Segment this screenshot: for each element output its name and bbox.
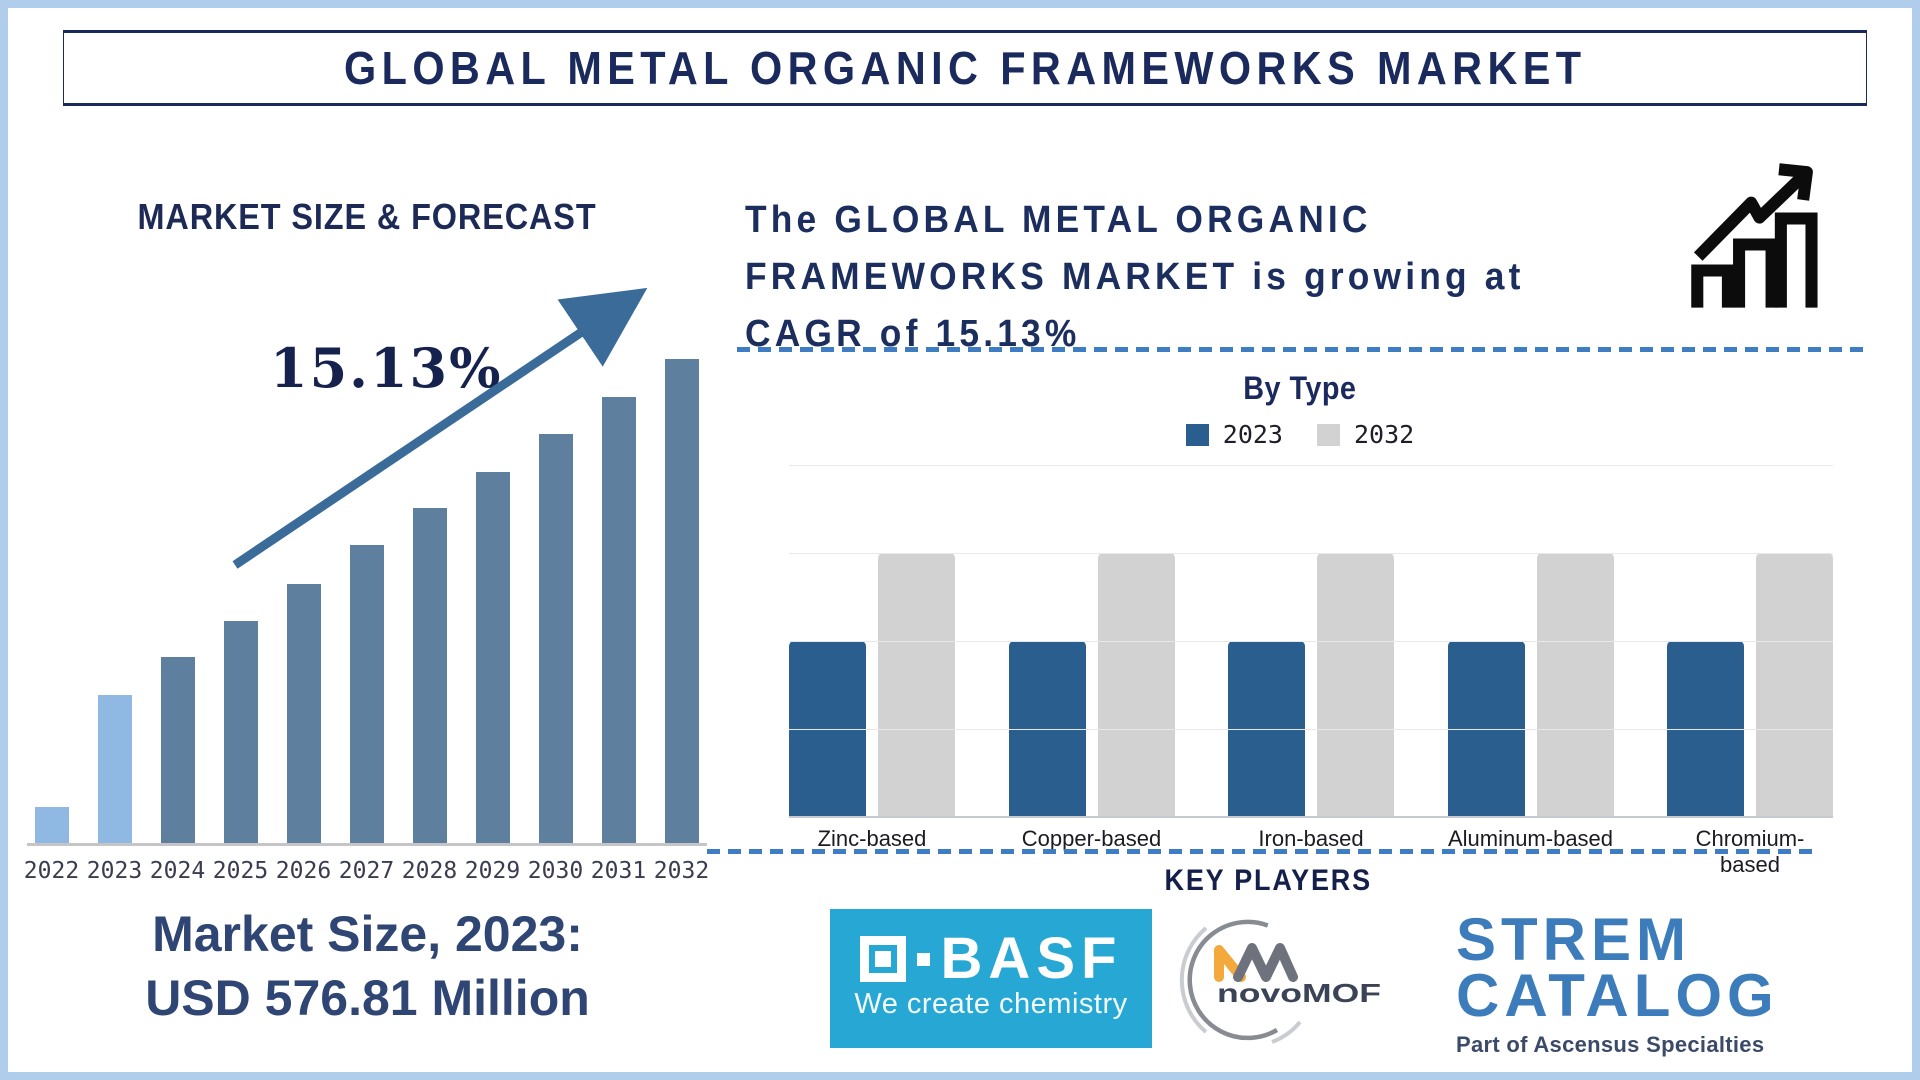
year-label-2029: 2029 — [464, 858, 521, 884]
year-label-2027: 2027 — [338, 858, 395, 884]
novomof-bottom-arc — [1271, 1020, 1302, 1044]
bar-2032-copper-based — [1097, 553, 1175, 817]
forecast-bar-2026 — [287, 584, 321, 844]
by-type-x-axis-line — [789, 816, 1833, 818]
bar-2032-zinc-based — [878, 553, 955, 817]
forecast-bar-2023 — [98, 695, 132, 844]
legend-item-2023: 2023 — [1185, 420, 1283, 449]
legend-swatch-2023 — [1185, 423, 1209, 446]
market-size-value: USD 576.81 Million — [145, 970, 590, 1026]
cagr-value: 15.13% — [270, 336, 503, 400]
dashed-divider-top — [737, 347, 1863, 352]
novomof-orange-zigzag — [1214, 945, 1246, 982]
year-label-2032: 2032 — [653, 858, 710, 884]
year-label-2022: 2022 — [23, 858, 80, 884]
forecast-bar-2031 — [602, 397, 636, 844]
by-type-title: By Type — [1243, 370, 1357, 406]
forecast-heading: MARKET SIZE & FORECAST — [137, 196, 597, 237]
basf-small-square-icon — [916, 952, 930, 966]
legend-item-2032: 2032 — [1317, 420, 1414, 449]
forecast-bar-2022 — [35, 807, 69, 844]
novomof-wordmark: novoMOF — [1217, 978, 1381, 1008]
forecast-bar-2030 — [539, 434, 573, 844]
year-label-2030: 2030 — [527, 858, 584, 884]
novomof-gray-zigzag — [1233, 943, 1298, 982]
market-size-label: Market Size, 2023: — [152, 906, 583, 962]
bar-group-chromium-based — [1667, 553, 1833, 817]
dashed-divider-bottom — [707, 849, 1813, 854]
basf-logo: BASF We create chemistry — [830, 909, 1152, 1048]
forecast-bar-2027 — [350, 545, 384, 844]
year-label-2028: 2028 — [401, 858, 458, 884]
year-label-2024: 2024 — [149, 858, 206, 884]
growth-chart-icon — [1691, 163, 1818, 308]
bar-2032-iron-based — [1317, 553, 1394, 817]
market-size-callout: Market Size, 2023: USD 576.81 Million — [35, 902, 700, 1030]
growth-statement-line1: The GLOBAL METAL ORGANIC — [745, 199, 1372, 241]
strem-logo: STREM CATALOG Part of Ascensus Specialti… — [1456, 906, 1816, 1058]
category-label-iron-based: Iron-based — [1258, 826, 1364, 851]
growth-statement-line2: FRAMEWORKS MARKET is growing at — [745, 256, 1525, 298]
year-label-2031: 2031 — [590, 858, 647, 884]
bar-group-iron-based — [1228, 553, 1394, 817]
bar-2032-chromium-based — [1756, 553, 1833, 817]
forecast-bar-2024 — [161, 657, 195, 844]
strem-wordmark-line2: CATALOG — [1456, 962, 1779, 1029]
basf-tagline: We create chemistry — [854, 988, 1128, 1020]
key-players-heading: KEY PLAYERS — [1164, 864, 1372, 897]
forecast-bar-2025 — [224, 621, 258, 844]
gridline — [789, 729, 1833, 730]
gridline — [789, 465, 1833, 466]
novomof-logo: novoMOF — [1179, 919, 1381, 1044]
basf-square-icon — [859, 936, 906, 982]
forecast-year-labels: 2022 2023 2024 2025 2026 2027 2028 2029 2030 2031… — [20, 858, 720, 884]
gridline — [789, 641, 1833, 642]
strem-tagline: Part of Ascensus Specialties — [1456, 1032, 1765, 1057]
year-label-2025: 2025 — [212, 858, 269, 884]
chart-legend: 2023 2032 — [745, 420, 1855, 449]
category-label-aluminum-based: Aluminum-based — [1447, 826, 1614, 851]
by-type-category-labels: Zinc-based Copper-based Iron-based Aluminum… — [789, 826, 1833, 878]
forecast-x-axis-line — [27, 843, 707, 846]
novomof-outer-arc — [1179, 926, 1208, 1034]
growth-arrow-icon — [232, 287, 648, 569]
forecast-bar-2028 — [413, 508, 447, 844]
basf-wordmark: BASF — [940, 926, 1123, 991]
category-label-copper-based: Copper-based — [1021, 826, 1162, 851]
legend-label-2023: 2023 — [1222, 420, 1283, 449]
year-label-2026: 2026 — [275, 858, 332, 884]
category-label-chromium-based: Chromium-based — [1695, 826, 1805, 877]
category-label-zinc-based: Zinc-based — [817, 826, 927, 851]
growth-statement: The GLOBAL METAL ORGANIC FRAMEWORKS MARK… — [745, 192, 1625, 363]
gridline — [789, 553, 1833, 554]
growth-statement-line3: CAGR of 15.13% — [745, 313, 1081, 355]
legend-label-2032: 2032 — [1354, 420, 1415, 449]
bar-group-copper-based — [1008, 553, 1175, 817]
bar-group-aluminum-based — [1447, 553, 1614, 817]
page-title: GLOBAL METAL ORGANIC FRAMEWORKS MARKET — [343, 42, 1587, 94]
strem-wordmark-line1: STREM — [1456, 906, 1691, 973]
bar-2032-aluminum-based — [1536, 553, 1614, 817]
forecast-bar-2032 — [665, 359, 699, 844]
title-bar: GLOBAL METAL ORGANIC FRAMEWORKS MARKET — [63, 30, 1867, 106]
novomof-circle-arc — [1187, 919, 1279, 1041]
bar-group-zinc-based — [789, 553, 955, 817]
forecast-bar-chart — [35, 359, 699, 844]
legend-swatch-2032 — [1317, 423, 1340, 446]
by-type-bar-chart — [789, 465, 1833, 818]
basf-logo-row: BASF — [859, 926, 1123, 991]
forecast-bar-2029 — [476, 472, 510, 844]
year-label-2023: 2023 — [86, 858, 143, 884]
